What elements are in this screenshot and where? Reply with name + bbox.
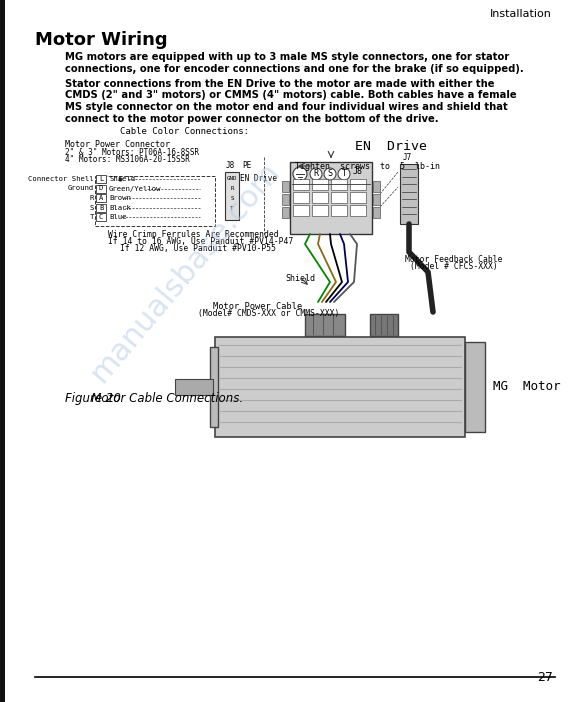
Bar bbox=[331, 205, 347, 216]
Text: EN  Drive: EN Drive bbox=[355, 140, 427, 153]
Bar bbox=[350, 205, 366, 216]
Circle shape bbox=[310, 168, 322, 180]
Text: Blue: Blue bbox=[109, 214, 127, 220]
Bar bbox=[350, 179, 366, 190]
Bar bbox=[215, 337, 465, 437]
Text: Motor Feedback Cable: Motor Feedback Cable bbox=[405, 255, 503, 264]
Bar bbox=[312, 192, 328, 203]
Text: (Model# CMDS-XXX or CMMS-XXX): (Model# CMDS-XXX or CMMS-XXX) bbox=[198, 309, 339, 318]
Text: connect to the motor power connector on the bottom of the drive.: connect to the motor power connector on … bbox=[65, 114, 438, 124]
Text: L: L bbox=[99, 176, 103, 182]
Text: MS style connector on the motor end and four individual wires and shield that: MS style connector on the motor end and … bbox=[65, 102, 508, 112]
Bar bbox=[465, 342, 485, 432]
Text: R: R bbox=[313, 169, 319, 178]
Text: T: T bbox=[89, 214, 94, 220]
Bar bbox=[95, 176, 215, 226]
Bar bbox=[96, 204, 106, 211]
Text: MG motors are equipped with up to 3 male MS style connectors, one for stator: MG motors are equipped with up to 3 male… bbox=[65, 52, 509, 62]
Text: Tighten  screws  to  5  lb-in: Tighten screws to 5 lb-in bbox=[295, 162, 440, 171]
Bar bbox=[373, 194, 380, 205]
Text: C: C bbox=[99, 214, 103, 220]
Text: T: T bbox=[230, 206, 234, 211]
Bar bbox=[305, 314, 345, 336]
Text: GND: GND bbox=[227, 176, 237, 180]
Bar bbox=[373, 181, 380, 192]
Text: B: B bbox=[99, 204, 103, 211]
Bar bbox=[400, 164, 418, 224]
Text: S: S bbox=[230, 195, 234, 201]
Text: connections, one for encoder connections and one for the brake (if so equipped).: connections, one for encoder connections… bbox=[65, 63, 524, 74]
Text: 27: 27 bbox=[537, 671, 553, 684]
Text: Black: Black bbox=[109, 204, 131, 211]
Text: CMDS (2" and 3" motors) or CMMS (4" motors) cable. Both cables have a female: CMDS (2" and 3" motors) or CMMS (4" moto… bbox=[65, 91, 517, 100]
Text: Cable Color Connections:: Cable Color Connections: bbox=[120, 127, 249, 136]
Text: EN Drive: EN Drive bbox=[240, 174, 277, 183]
Text: Wire Crimp Ferrules Are Recommended: Wire Crimp Ferrules Are Recommended bbox=[108, 230, 278, 239]
Bar bbox=[293, 205, 309, 216]
Bar bbox=[290, 162, 372, 234]
Text: R: R bbox=[89, 195, 94, 201]
Bar bbox=[293, 179, 309, 190]
Bar bbox=[282, 181, 289, 192]
Bar bbox=[282, 194, 289, 205]
Circle shape bbox=[324, 168, 336, 180]
Bar bbox=[370, 314, 398, 336]
Text: Green/Yellow: Green/Yellow bbox=[109, 185, 162, 192]
Bar bbox=[282, 207, 289, 218]
Circle shape bbox=[293, 167, 307, 181]
Bar bbox=[331, 179, 347, 190]
Text: (Model # CFCS-XXX): (Model # CFCS-XXX) bbox=[410, 262, 498, 271]
Bar bbox=[96, 175, 106, 183]
Bar bbox=[373, 207, 380, 218]
Bar bbox=[96, 194, 106, 202]
Text: R: R bbox=[230, 185, 234, 190]
Text: Motor Wiring: Motor Wiring bbox=[35, 31, 168, 49]
Bar bbox=[293, 192, 309, 203]
Text: MG  Motor: MG Motor bbox=[493, 380, 560, 394]
Text: Ground: Ground bbox=[68, 185, 94, 192]
Text: Brown: Brown bbox=[109, 195, 131, 201]
Bar bbox=[312, 179, 328, 190]
Text: Figure 20: Figure 20 bbox=[65, 392, 121, 405]
Text: D: D bbox=[99, 185, 103, 192]
Text: A: A bbox=[99, 195, 103, 201]
Bar bbox=[312, 205, 328, 216]
Text: S: S bbox=[328, 169, 332, 178]
Text: Shield: Shield bbox=[285, 274, 315, 283]
Bar bbox=[350, 192, 366, 203]
Text: Stator connections from the EN Drive to the motor are made with either the: Stator connections from the EN Drive to … bbox=[65, 79, 494, 89]
Text: 2" & 3" Motors: PT06A-16-8SSR: 2" & 3" Motors: PT06A-16-8SSR bbox=[65, 148, 199, 157]
Text: 4" Motors: MS3106A-20-15SSR: 4" Motors: MS3106A-20-15SSR bbox=[65, 155, 190, 164]
Bar bbox=[96, 185, 106, 192]
Text: manualsbase.com: manualsbase.com bbox=[85, 157, 285, 388]
Bar bbox=[225, 172, 239, 220]
Text: If 12 AWG, Use Panduit #PV10-P55: If 12 AWG, Use Panduit #PV10-P55 bbox=[120, 244, 276, 253]
Text: Motor Power Connector: Motor Power Connector bbox=[65, 140, 170, 149]
Bar bbox=[96, 213, 106, 221]
Text: If 14 to 16 AWG, Use Panduit #PV14-P47: If 14 to 16 AWG, Use Panduit #PV14-P47 bbox=[108, 237, 293, 246]
Text: PE: PE bbox=[242, 161, 251, 170]
Text: Motor Power Cable: Motor Power Cable bbox=[213, 302, 302, 311]
Bar bbox=[175, 379, 213, 395]
Text: S: S bbox=[89, 204, 94, 211]
Text: T: T bbox=[342, 169, 347, 178]
Text: Motor Cable Connections.: Motor Cable Connections. bbox=[65, 392, 243, 405]
Text: Installation: Installation bbox=[490, 9, 552, 19]
Bar bbox=[331, 192, 347, 203]
Text: J8: J8 bbox=[353, 168, 363, 176]
Text: J8: J8 bbox=[226, 161, 236, 170]
Bar bbox=[210, 347, 218, 427]
Bar bbox=[0, 0, 5, 702]
Text: Shield: Shield bbox=[109, 176, 135, 182]
Text: Connector Shell: Connector Shell bbox=[29, 176, 94, 182]
Text: J7: J7 bbox=[403, 153, 412, 162]
Circle shape bbox=[338, 168, 350, 180]
